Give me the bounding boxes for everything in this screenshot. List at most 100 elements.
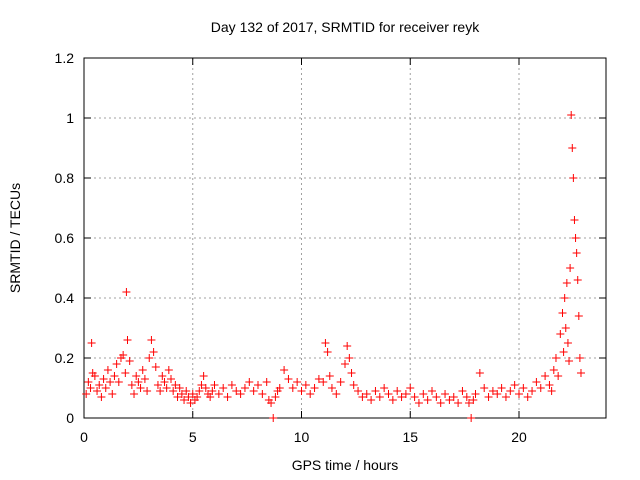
data-point <box>143 387 152 395</box>
data-point <box>573 276 582 284</box>
data-point <box>493 390 502 398</box>
data-point <box>171 381 180 389</box>
data-point <box>563 339 572 347</box>
data-point <box>358 393 367 401</box>
data-point <box>134 378 143 386</box>
x-tick-label: 0 <box>80 429 88 445</box>
data-point <box>138 366 147 374</box>
data-point <box>371 387 380 395</box>
data-point <box>510 381 519 389</box>
data-point <box>541 372 550 380</box>
data-point <box>401 390 410 398</box>
data-point <box>345 354 354 362</box>
data-point <box>560 294 569 302</box>
data-point <box>547 387 556 395</box>
data-point <box>567 111 576 119</box>
data-point <box>297 387 306 395</box>
data-point <box>119 351 128 359</box>
data-point <box>280 366 289 374</box>
data-point <box>568 144 577 152</box>
data-point <box>545 381 554 389</box>
data-point <box>423 396 432 404</box>
data-point <box>349 381 358 389</box>
data-point <box>362 390 371 398</box>
data-point <box>101 384 110 392</box>
data-point <box>515 390 523 398</box>
data-point <box>406 384 415 392</box>
data-point <box>325 372 334 380</box>
data-point <box>199 372 208 380</box>
data-point <box>367 396 376 404</box>
data-point <box>208 387 217 395</box>
data-point <box>464 399 473 407</box>
data-point <box>301 381 310 389</box>
data-point <box>414 399 423 407</box>
data-point <box>436 399 445 407</box>
y-tick-label: 0 <box>66 410 74 426</box>
data-point <box>288 384 297 392</box>
data-point <box>319 378 328 386</box>
data-point <box>536 384 545 392</box>
data-point <box>549 366 558 374</box>
data-point <box>558 309 567 317</box>
data-point <box>519 384 528 392</box>
data-point <box>122 288 131 296</box>
data-point <box>271 393 280 401</box>
x-tick-label: 5 <box>189 429 197 445</box>
data-point <box>556 330 565 338</box>
data-point <box>262 378 271 386</box>
data-point <box>136 384 145 392</box>
data-point <box>114 378 123 386</box>
data-point <box>214 390 223 398</box>
data-point <box>559 348 568 356</box>
data-point <box>108 390 117 398</box>
data-point <box>156 387 165 395</box>
data-point <box>480 384 489 392</box>
data-point <box>343 342 352 350</box>
data-point <box>528 387 537 395</box>
x-tick-label: 10 <box>294 429 310 445</box>
x-tick-label: 20 <box>511 429 527 445</box>
x-tick-label: 15 <box>402 429 418 445</box>
y-tick-label: 0.6 <box>55 230 75 246</box>
data-point <box>310 384 319 392</box>
data-point <box>269 414 278 422</box>
data-point <box>397 393 406 401</box>
data-point <box>314 375 323 383</box>
data-point <box>87 339 96 347</box>
y-tick-label: 1 <box>66 110 74 126</box>
data-point <box>569 174 578 182</box>
data-point <box>576 369 585 377</box>
data-point <box>375 393 384 401</box>
data-point <box>449 393 458 401</box>
data-point <box>206 393 215 401</box>
data-point <box>106 378 115 386</box>
data-point <box>284 375 293 383</box>
data-point <box>321 339 330 347</box>
data-point <box>293 378 302 386</box>
data-point <box>575 354 584 362</box>
chart-title: Day 132 of 2017, SRMTID for receiver rey… <box>211 19 480 35</box>
data-point <box>110 372 119 380</box>
data-point <box>571 234 580 242</box>
data-point <box>99 375 108 383</box>
data-point <box>240 384 249 392</box>
data-point <box>112 360 121 368</box>
data-point <box>441 390 450 398</box>
data-point <box>467 414 476 422</box>
data-point <box>177 390 186 398</box>
data-point <box>123 336 132 344</box>
data-point <box>565 357 574 365</box>
data-point <box>254 381 262 389</box>
data-point <box>267 399 276 407</box>
data-point <box>201 384 210 392</box>
data-point <box>93 387 102 395</box>
data-point <box>566 264 575 272</box>
data-point <box>86 384 95 392</box>
y-tick-label: 1.2 <box>55 50 75 66</box>
data-point <box>162 384 171 392</box>
data-point <box>147 336 156 344</box>
data-point <box>380 384 389 392</box>
x-axis-label: GPS time / hours <box>292 457 399 473</box>
